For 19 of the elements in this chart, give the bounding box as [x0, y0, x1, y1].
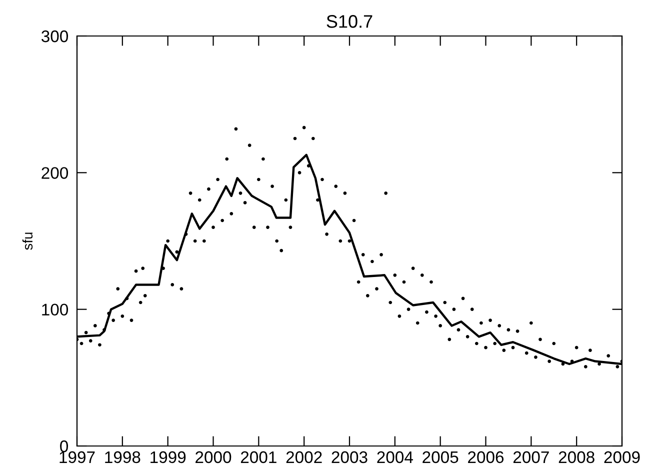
- x-tick-label: 2009: [604, 451, 640, 464]
- x-tick-label: 2006: [468, 451, 504, 464]
- y-tick-label: 200: [42, 167, 68, 179]
- x-tick-label: 2002: [286, 451, 322, 464]
- x-tick-label: 1999: [150, 451, 186, 464]
- y-tick-label: 0: [60, 440, 68, 452]
- x-tick-label: 2008: [558, 451, 594, 464]
- y-tick-label: 300: [41, 30, 68, 42]
- x-tick-label: 2004: [377, 451, 413, 464]
- x-tick-label: 2005: [422, 451, 458, 464]
- y-tick-label: 100: [42, 304, 68, 316]
- x-tick-label: 2000: [196, 451, 232, 464]
- chart-title: S10.7: [326, 15, 372, 28]
- x-tick-label: 2007: [513, 451, 549, 464]
- x-tick-label: 2001: [240, 451, 276, 464]
- y-axis-title: sfu: [22, 232, 33, 250]
- x-tick-label: 2003: [332, 451, 368, 464]
- x-tick-label: 1998: [105, 451, 140, 464]
- x-tick-label: 1997: [60, 451, 95, 464]
